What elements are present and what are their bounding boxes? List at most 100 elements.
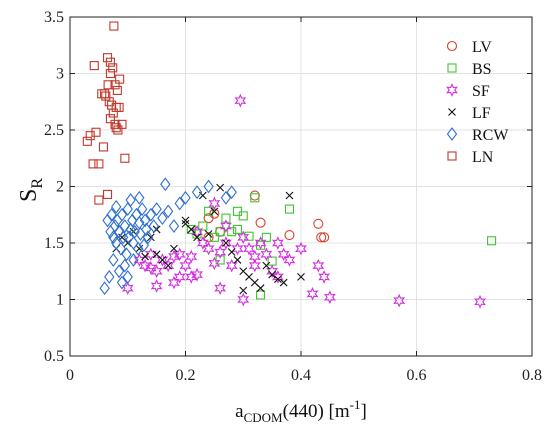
point-bs: [221, 213, 231, 223]
point-ln: [102, 189, 113, 199]
point-lv: [319, 232, 330, 243]
point-lf: [146, 233, 155, 242]
point-lf: [193, 233, 201, 242]
point-sf: [237, 230, 250, 245]
point-ln: [108, 63, 118, 73]
y-tick-label: 1: [56, 292, 64, 309]
point-sf: [474, 294, 486, 309]
point-ln: [85, 131, 95, 141]
point-sf: [248, 249, 261, 264]
point-sf: [156, 253, 169, 267]
point-rcw: [168, 219, 180, 233]
point-sf: [266, 264, 279, 279]
point-rcw: [127, 213, 138, 228]
legend-label-sf: SF: [472, 83, 490, 100]
x-axis-title-main: a: [235, 401, 244, 422]
point-sf: [214, 281, 227, 296]
point-bs: [267, 256, 277, 266]
point-rcw: [162, 204, 174, 219]
point-rcw: [142, 230, 154, 245]
point-lf: [239, 286, 248, 295]
point-sf: [208, 196, 221, 211]
point-rcw: [99, 281, 110, 296]
point-ln: [103, 80, 113, 90]
point-bs: [215, 255, 225, 265]
point-rcw: [174, 196, 185, 211]
point-sf: [185, 249, 198, 264]
legend-marker-lf: [448, 108, 456, 116]
point-rcw: [102, 213, 113, 228]
point-lf: [216, 183, 225, 192]
x-axis-title-rest: (440) [m: [283, 401, 350, 422]
point-lf: [274, 275, 282, 284]
point-ln: [114, 102, 124, 112]
point-rcw: [122, 202, 133, 217]
x-tick-label: 0.4: [291, 367, 311, 384]
point-ln: [105, 68, 115, 79]
point-sf: [214, 245, 227, 259]
point-sf: [248, 258, 261, 273]
point-rcw: [115, 241, 127, 256]
point-rcw: [128, 253, 139, 267]
legend-label-lf: LF: [472, 105, 491, 122]
axis-ticks: 0 0.2 0.4 0.6 0.8 0.5 1 1.5 2 2.5 3 3.5: [44, 9, 542, 384]
point-rcw: [160, 177, 171, 192]
point-sf: [283, 253, 296, 267]
point-bs: [232, 224, 243, 234]
point-rcw: [148, 219, 159, 233]
point-sf: [312, 258, 325, 273]
y-tick-label: 0.5: [44, 348, 64, 365]
point-ln: [120, 153, 130, 163]
point-rcw: [108, 230, 119, 245]
point-rcw: [157, 211, 168, 226]
legend-marker-rcw: [446, 127, 458, 141]
point-bs: [227, 227, 237, 237]
point-lf: [164, 261, 173, 270]
point-rcw: [134, 190, 145, 205]
point-bs: [256, 290, 266, 300]
x-tick-label: 0.2: [176, 367, 196, 384]
legend-marker-lv: [446, 40, 458, 52]
point-lf: [181, 216, 190, 225]
point-sf: [168, 249, 180, 264]
point-bs: [204, 206, 214, 216]
y-axis-title-sub: R: [29, 178, 46, 189]
point-sf: [179, 258, 192, 273]
x-tick-label: 0.8: [522, 367, 542, 384]
point-rcw: [116, 275, 128, 290]
point-sf: [306, 287, 319, 301]
legend-marker-ln: [447, 151, 457, 161]
point-bs: [209, 232, 219, 242]
point-rcw: [122, 269, 133, 284]
point-ln: [94, 159, 104, 169]
point-sf: [121, 281, 134, 296]
point-sf: [168, 275, 180, 290]
point-ln: [108, 108, 118, 118]
point-lv: [284, 230, 295, 241]
point-bs: [215, 227, 225, 237]
point-rcw: [111, 199, 122, 214]
point-sf: [271, 236, 284, 250]
point-rcw: [180, 190, 191, 205]
point-ln: [111, 123, 121, 133]
point-sf: [234, 93, 247, 108]
point-lf: [233, 256, 242, 264]
y-tick-label: 2.5: [44, 122, 64, 139]
legend-label-ln: LN: [472, 149, 494, 166]
point-ln: [94, 195, 104, 205]
point-rcw: [108, 253, 119, 267]
point-rcw: [125, 193, 136, 207]
point-sf: [277, 247, 290, 262]
point-rcw: [151, 202, 162, 217]
legend-label-lv: LV: [472, 39, 492, 56]
point-ln: [105, 57, 115, 67]
point-ln: [110, 119, 120, 129]
point-rcw: [220, 190, 232, 205]
point-lv: [313, 218, 324, 229]
point-bs: [284, 204, 295, 214]
y-axis-title: SR: [16, 178, 46, 202]
point-ln: [117, 119, 127, 129]
point-sf: [208, 256, 221, 271]
point-lf: [170, 244, 178, 253]
